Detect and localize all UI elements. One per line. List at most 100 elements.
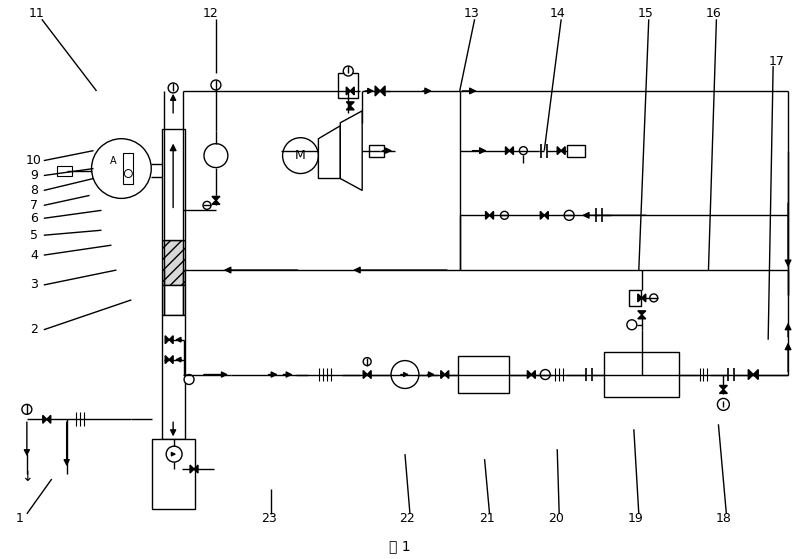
Text: 21: 21 bbox=[478, 512, 494, 525]
Bar bbox=[162, 129, 185, 240]
Circle shape bbox=[650, 294, 658, 302]
Circle shape bbox=[91, 139, 151, 198]
Polygon shape bbox=[169, 336, 173, 344]
Polygon shape bbox=[638, 315, 646, 319]
Text: 3: 3 bbox=[30, 278, 38, 291]
Circle shape bbox=[168, 83, 178, 93]
Bar bbox=[369, 145, 384, 157]
Polygon shape bbox=[346, 102, 354, 106]
Text: 16: 16 bbox=[706, 7, 722, 20]
Text: 12: 12 bbox=[203, 7, 219, 20]
Circle shape bbox=[564, 210, 574, 220]
Polygon shape bbox=[346, 106, 354, 110]
Circle shape bbox=[501, 211, 509, 219]
Bar bbox=[567, 145, 585, 157]
Circle shape bbox=[211, 80, 221, 90]
Text: ↓: ↓ bbox=[21, 470, 33, 484]
Text: 10: 10 bbox=[26, 154, 42, 167]
Polygon shape bbox=[318, 126, 340, 178]
Polygon shape bbox=[544, 211, 548, 219]
Polygon shape bbox=[340, 111, 362, 191]
Bar bbox=[123, 153, 134, 184]
Text: 11: 11 bbox=[29, 7, 45, 20]
Text: A: A bbox=[110, 155, 117, 165]
Circle shape bbox=[718, 399, 730, 410]
Bar bbox=[338, 73, 358, 98]
Polygon shape bbox=[190, 465, 194, 473]
Text: 19: 19 bbox=[628, 512, 644, 525]
Polygon shape bbox=[165, 336, 169, 344]
Circle shape bbox=[124, 169, 132, 178]
Text: 14: 14 bbox=[550, 7, 565, 20]
Bar bbox=[604, 352, 678, 397]
Polygon shape bbox=[445, 371, 449, 378]
Polygon shape bbox=[642, 294, 646, 302]
Polygon shape bbox=[46, 415, 50, 423]
Text: 8: 8 bbox=[30, 184, 38, 197]
Text: M: M bbox=[295, 149, 306, 162]
Circle shape bbox=[22, 404, 32, 414]
Polygon shape bbox=[490, 211, 494, 219]
Circle shape bbox=[627, 320, 637, 330]
Text: 23: 23 bbox=[261, 512, 277, 525]
Text: 6: 6 bbox=[30, 212, 38, 225]
Polygon shape bbox=[194, 465, 198, 473]
Circle shape bbox=[540, 369, 550, 380]
Text: 13: 13 bbox=[464, 7, 479, 20]
Polygon shape bbox=[506, 146, 510, 155]
Circle shape bbox=[203, 201, 211, 210]
Text: 7: 7 bbox=[30, 199, 38, 212]
Polygon shape bbox=[748, 369, 754, 380]
Text: 图 1: 图 1 bbox=[389, 539, 411, 553]
Bar bbox=[152, 439, 195, 509]
Circle shape bbox=[363, 358, 371, 366]
Polygon shape bbox=[719, 386, 727, 390]
Polygon shape bbox=[165, 356, 169, 363]
Polygon shape bbox=[212, 196, 220, 200]
Bar bbox=[458, 356, 510, 394]
Bar bbox=[629, 290, 641, 306]
Polygon shape bbox=[212, 200, 220, 205]
Text: 9: 9 bbox=[30, 169, 38, 182]
Circle shape bbox=[519, 146, 527, 155]
Circle shape bbox=[282, 138, 318, 173]
Circle shape bbox=[204, 144, 228, 168]
Polygon shape bbox=[346, 87, 350, 95]
Polygon shape bbox=[561, 146, 565, 155]
Bar bbox=[162, 240, 185, 285]
Polygon shape bbox=[380, 86, 385, 96]
Polygon shape bbox=[367, 371, 371, 378]
Polygon shape bbox=[540, 211, 544, 219]
Polygon shape bbox=[754, 369, 758, 380]
Text: 18: 18 bbox=[715, 512, 731, 525]
Text: 5: 5 bbox=[30, 229, 38, 241]
Text: 2: 2 bbox=[30, 323, 38, 337]
Bar bbox=[57, 165, 72, 176]
Text: 1: 1 bbox=[16, 512, 24, 525]
Circle shape bbox=[166, 446, 182, 462]
Polygon shape bbox=[363, 371, 367, 378]
Polygon shape bbox=[441, 371, 445, 378]
Bar bbox=[162, 315, 185, 439]
Polygon shape bbox=[350, 87, 354, 95]
Polygon shape bbox=[42, 415, 46, 423]
Text: 20: 20 bbox=[548, 512, 564, 525]
Polygon shape bbox=[638, 294, 642, 302]
Circle shape bbox=[184, 375, 194, 385]
Polygon shape bbox=[486, 211, 490, 219]
Text: 4: 4 bbox=[30, 249, 38, 262]
Polygon shape bbox=[531, 371, 535, 378]
Bar bbox=[162, 285, 185, 315]
Polygon shape bbox=[510, 146, 514, 155]
Circle shape bbox=[391, 361, 419, 389]
Polygon shape bbox=[375, 86, 380, 96]
Polygon shape bbox=[169, 356, 173, 363]
Polygon shape bbox=[558, 146, 561, 155]
Polygon shape bbox=[527, 371, 531, 378]
Text: 15: 15 bbox=[638, 7, 654, 20]
Circle shape bbox=[343, 66, 354, 76]
Text: 22: 22 bbox=[399, 512, 415, 525]
Text: 17: 17 bbox=[768, 55, 784, 68]
Polygon shape bbox=[719, 390, 727, 394]
Polygon shape bbox=[638, 311, 646, 315]
